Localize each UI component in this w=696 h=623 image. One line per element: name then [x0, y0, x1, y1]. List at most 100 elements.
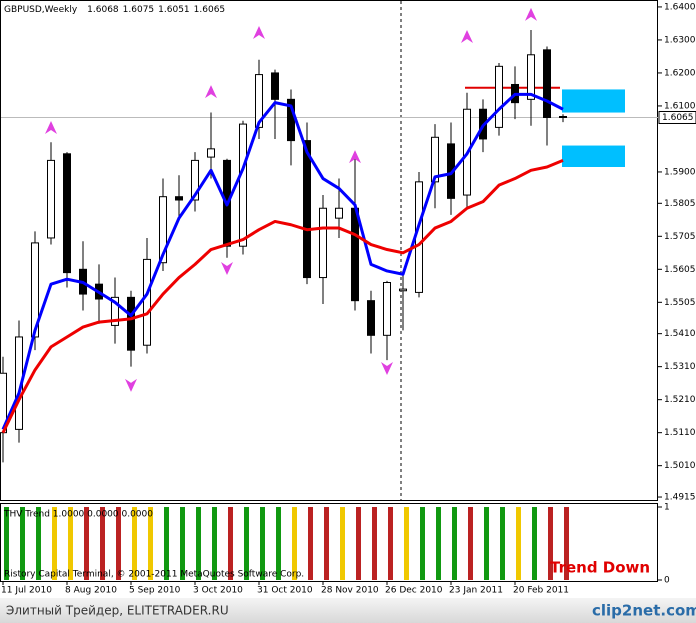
candle-body — [239, 123, 247, 247]
candle-body — [175, 196, 183, 201]
x-tick-label: 31 Oct 2010 — [257, 586, 313, 596]
candle-body — [31, 242, 39, 338]
trend-bar — [500, 507, 505, 580]
trend-bar — [148, 507, 153, 580]
trend-bar — [244, 507, 249, 580]
candle-body — [111, 296, 119, 326]
candle-body — [495, 65, 503, 128]
y-tick-label: 1.5805 — [664, 199, 696, 209]
candle-body — [303, 140, 311, 279]
trend-bar — [372, 507, 377, 580]
current-price-box — [658, 110, 696, 124]
candle-body — [399, 288, 407, 292]
symbol-title: GBPUSD,Weekly — [4, 5, 78, 15]
trend-bar — [228, 507, 233, 580]
y-tick-label: 1.5010 — [664, 461, 696, 471]
header-value: 1.6065 — [194, 5, 226, 15]
moving-average — [1, 159, 564, 434]
candle-body — [543, 49, 551, 118]
up-arrow — [205, 85, 217, 99]
footer-site: Элитный Трейдер, ELITETRADER.RU — [6, 604, 229, 618]
y-tick-label: 1.5410 — [664, 329, 696, 339]
main-window-frame — [0, 0, 658, 501]
candle-body — [143, 258, 151, 346]
down-arrow — [125, 378, 137, 392]
trend-bar — [548, 507, 553, 580]
y-tick-label: 1 — [664, 503, 670, 513]
up-arrow — [525, 7, 537, 21]
trend-bar — [324, 507, 329, 580]
up-arrow — [349, 150, 361, 164]
x-tick-label: 3 Oct 2010 — [193, 586, 243, 596]
y-tick-label: 1.6200 — [664, 68, 696, 78]
trend-bar — [404, 507, 409, 580]
y-tick-label: 1.6400 — [664, 2, 696, 12]
candle-body — [527, 54, 535, 100]
up-arrow — [461, 29, 473, 43]
trend-bar — [292, 507, 297, 580]
x-tick-label: 23 Jan 2011 — [449, 586, 503, 596]
indicator-window-frame — [0, 503, 658, 582]
trend-bar — [452, 507, 457, 580]
x-tick-label: 5 Sep 2010 — [129, 586, 181, 596]
trend-bar — [196, 507, 201, 580]
x-tick-label: 26 Dec 2010 — [385, 586, 443, 596]
zone-box — [562, 145, 625, 167]
trend-bar — [52, 507, 57, 580]
footer-bar — [0, 598, 696, 623]
trend-bar — [212, 507, 217, 580]
y-tick-label: 1.5900 — [664, 167, 696, 177]
candle-body — [63, 153, 71, 274]
candle-body — [319, 207, 327, 279]
trend-bar — [532, 507, 537, 580]
y-tick-label: 1.5210 — [664, 395, 696, 405]
trend-bar — [36, 507, 41, 580]
trend-annotation: Trend Down — [550, 559, 650, 577]
trend-bar — [132, 507, 137, 580]
up-arrow — [253, 26, 265, 40]
trend-bar — [4, 507, 9, 580]
candle-body — [367, 300, 375, 336]
x-tick-label: 8 Aug 2010 — [65, 586, 117, 596]
y-tick-label: 1.5605 — [664, 265, 696, 275]
candle-body — [351, 207, 359, 302]
candle-body — [559, 116, 567, 119]
candle-body — [271, 72, 279, 100]
trend-bar — [116, 507, 121, 580]
candle-body — [255, 74, 263, 128]
x-tick-label: 20 Feb 2011 — [513, 586, 569, 596]
trend-bar — [308, 507, 313, 580]
trend-bar — [68, 507, 73, 580]
y-tick-label: 1.6100 — [664, 101, 696, 111]
down-arrow — [221, 261, 233, 275]
x-tick-label: 28 Nov 2010 — [321, 586, 379, 596]
y-tick-label: 1.5705 — [664, 232, 696, 242]
header-value: 1.6075 — [123, 5, 155, 15]
clip2net-logo[interactable]: clip2net.com — [592, 602, 696, 620]
trend-bar — [276, 507, 281, 580]
candle-body — [47, 159, 55, 239]
trend-bar — [164, 507, 169, 580]
candle-body — [431, 136, 439, 183]
current-price-label: 1.6065 — [662, 113, 694, 123]
trend-bar — [436, 507, 441, 580]
trend-bar — [180, 507, 185, 580]
candle-body — [335, 207, 343, 219]
moving-average — [1, 92, 564, 430]
y-tick-label: 1.5505 — [664, 298, 696, 308]
y-tick-label: 1.6300 — [664, 35, 696, 45]
y-tick-label: 1.5110 — [664, 428, 696, 438]
zone-box — [562, 89, 625, 113]
header-value: 1.6068 — [87, 5, 119, 15]
trend-bar — [84, 507, 89, 580]
candle-body — [191, 159, 199, 201]
trend-bar — [340, 507, 345, 580]
copyright: Ristory Capital Terminal, © 2001-2011 Me… — [4, 570, 304, 580]
indicator-title: THV Trend 1.0000 0.0000 0.0000 — [3, 510, 153, 520]
candle-body — [159, 196, 167, 264]
y-tick-label: 1.4915 — [664, 493, 696, 503]
trend-bar — [100, 507, 105, 580]
trend-bar — [564, 507, 569, 580]
trend-bar — [388, 507, 393, 580]
